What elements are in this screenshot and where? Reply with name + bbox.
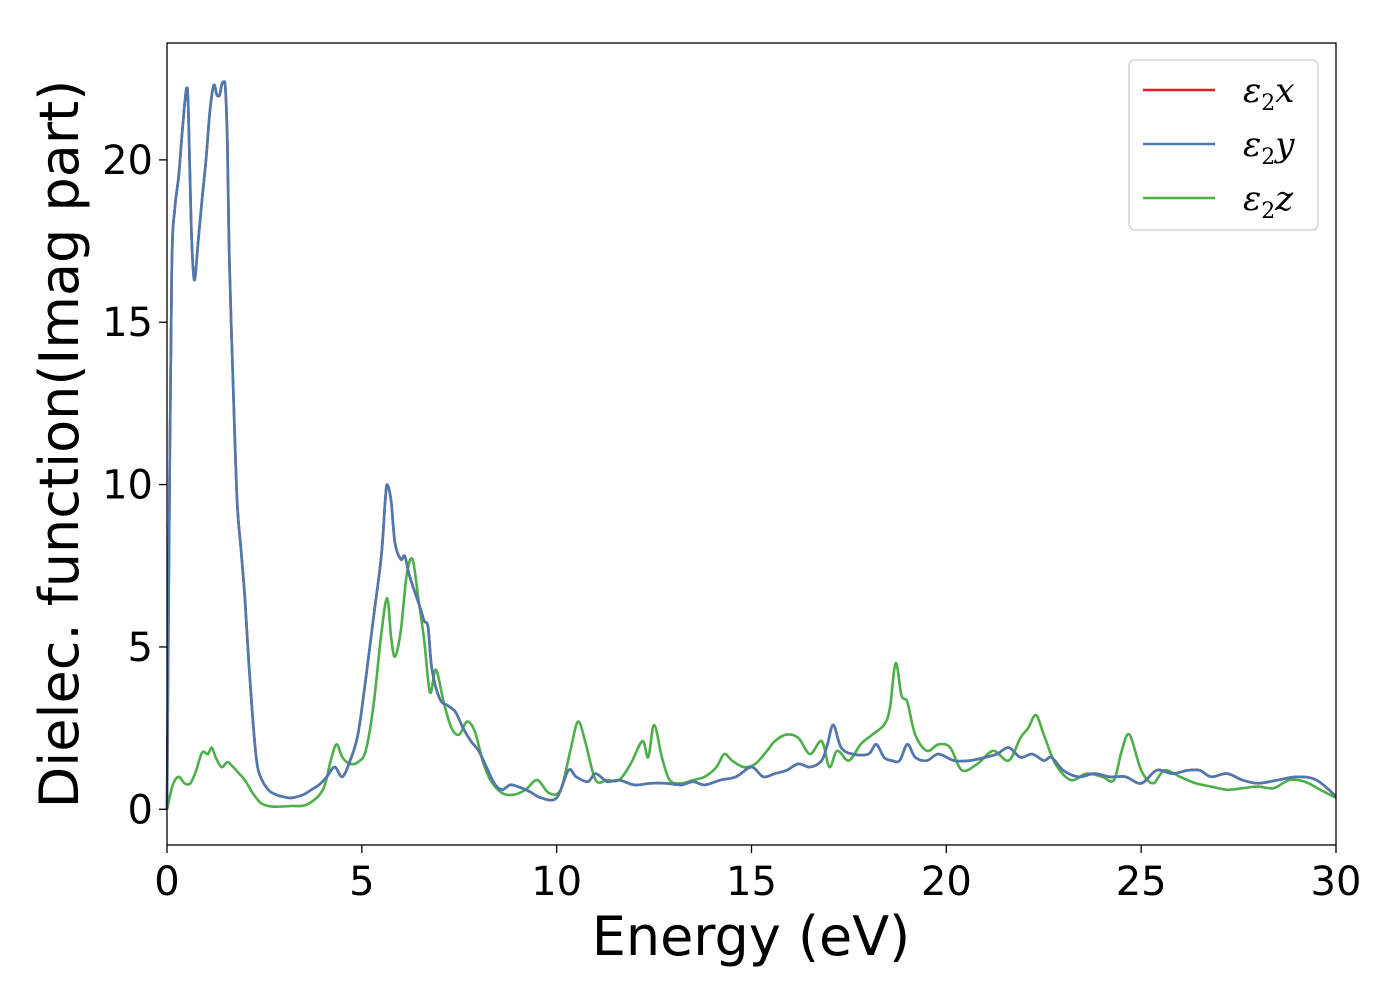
y-tick-label: 5 [128,625,153,671]
x-tick-label: 30 [1311,859,1362,905]
series-line-z [165,557,1337,810]
legend-label-z: ε2z [1243,179,1294,224]
legend: ε2x ε2y ε2z [1128,59,1319,231]
y-tick-label: 20 [102,138,153,184]
x-tick-label: 5 [349,859,374,905]
legend-box [1128,59,1319,231]
y-axis-label: Dielec. function(Imag part) [28,80,91,809]
y-tick-label: 15 [102,300,153,346]
x-tick-label: 25 [1116,859,1167,905]
legend-label-x: ε2x [1243,71,1294,116]
x-tick-label: 15 [726,859,777,905]
x-axis: 0 5 10 15 20 25 30 [154,845,1361,905]
x-tick-label: 20 [921,859,972,905]
y-axis: 0 5 10 15 20 [102,138,167,833]
plot-series [165,80,1337,810]
y-tick-label: 10 [102,463,153,509]
legend-label-y: ε2y [1243,125,1295,170]
x-axis-label: Energy (eV) [592,905,911,968]
x-tick-label: 0 [154,859,179,905]
x-tick-label: 10 [531,859,582,905]
series-line-y [165,80,1337,810]
y-tick-label: 0 [128,787,153,833]
